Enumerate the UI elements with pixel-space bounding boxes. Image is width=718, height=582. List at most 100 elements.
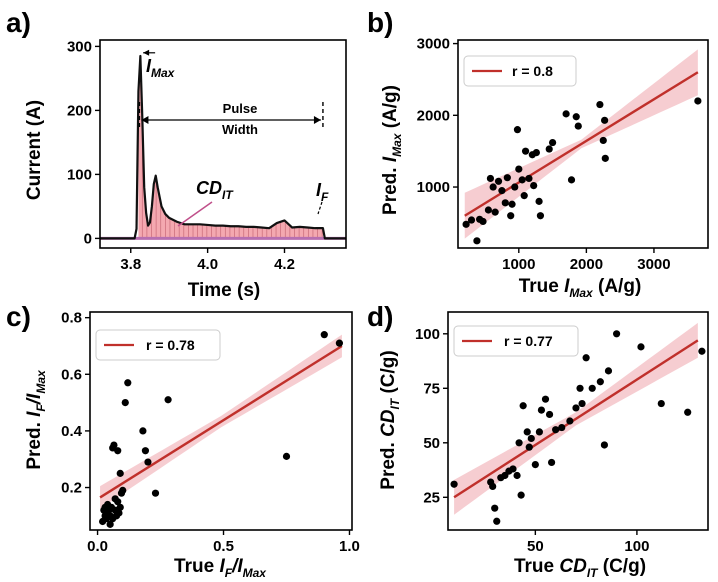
panel-b-data-point (503, 174, 511, 182)
d-ylabel-it: CD (378, 409, 399, 437)
panel-d-data-point (489, 482, 497, 490)
panel-a-xtick-label: 4.2 (274, 256, 295, 273)
panel-b-data-point (498, 187, 506, 195)
panel-a-ytick-label: 100 (67, 166, 92, 183)
panel-b-legend: r = 0.8 (463, 55, 577, 87)
panel-b-data-point (484, 206, 493, 214)
panel-c-data-point (164, 396, 172, 404)
imax-main: I (146, 56, 152, 76)
imax-sub: Max (151, 66, 176, 80)
panel-c: c) Pred. IF/IMax True IF/IMax 0.0 0.5 1.00… (6, 301, 360, 580)
panel-a-marks: 3.8 4.0 4.2 0 100 200 300 (67, 38, 346, 273)
panel-b-data-point (507, 212, 515, 220)
panel-b-data-point (535, 197, 543, 205)
panel-c-ytick-label: 0.8 (61, 310, 82, 327)
panel-b-marks: 1000 2000 3000 1000 2000 3000 (417, 36, 702, 273)
panel-c-data-point (320, 331, 328, 339)
cd-sub: IT (222, 188, 234, 202)
panel-d-data-point (576, 384, 584, 392)
panel-d-data-point (600, 441, 609, 449)
panel-a-xtick-label: 3.8 (120, 256, 141, 273)
panel-c-data-point (144, 458, 152, 466)
panel-c-legend-text: r = 0.78 (146, 337, 195, 353)
panel-a-ytick-label: 300 (67, 38, 92, 55)
panel-d-ylabel: Pred. CDIT (C/g) (378, 350, 402, 489)
panel-d-data-point (509, 465, 517, 473)
panel-b-data-point (501, 199, 509, 207)
panel-d-legend: r = 0.77 (453, 325, 579, 357)
panel-c-data-point (119, 486, 127, 494)
panel-a-label: a) (6, 7, 31, 38)
panel-d-legend-text: r = 0.77 (504, 333, 553, 349)
panel-b-data-point (572, 113, 580, 121)
panel-a-ytick-label: 0 (84, 230, 92, 247)
panel-b-ytick-label: 2000 (417, 107, 450, 124)
panel-d-data-point (537, 406, 546, 414)
panel-b-data-point (545, 145, 553, 153)
c-ylabel-sub: F (34, 404, 48, 412)
panel-b-data-point (513, 126, 522, 134)
panel-c-legend-box (95, 329, 221, 361)
panel-b-data-point (515, 165, 523, 173)
d-xlabel-it: CD (559, 556, 587, 577)
panel-d-data-point (515, 439, 523, 447)
panel-d-xtick-label: 50 (527, 538, 544, 555)
panel-c-data-point (121, 398, 129, 407)
panel-d-data-point (547, 458, 556, 467)
if-sub: F (321, 190, 329, 204)
panel-c-data-point (106, 520, 114, 528)
panel-c-data-point (115, 509, 123, 517)
panel-d-data-point (582, 354, 590, 362)
d-ylabel-main: Pred. (378, 437, 399, 490)
c-ylabel-main: Pred. (24, 417, 45, 470)
panel-b-data-point (601, 116, 609, 124)
panel-d-data-point (491, 504, 499, 512)
panel-b-legend-text: r = 0.8 (512, 63, 553, 79)
current-trace-line (100, 54, 346, 240)
panel-d-legend-box (453, 325, 579, 357)
panel-c-marks: 0.0 0.5 1.0 0.2 0.4 0.6 0.8 (61, 310, 360, 555)
panel-b-xtick-label: 1000 (502, 256, 535, 273)
imax-pointer-head (143, 49, 150, 56)
cd-pointer-line (177, 201, 213, 227)
panel-b-ytick-label: 3000 (417, 36, 450, 53)
panel-d-data-point (523, 428, 531, 436)
b-ylabel-main: Pred. (380, 162, 401, 215)
panel-d-data-point (588, 384, 596, 392)
panel-d-data-point (558, 423, 566, 432)
panel-d-data-point (552, 426, 560, 434)
panel-b-data-point (532, 149, 540, 157)
pulse-width-arrow-right (313, 116, 321, 124)
panel-b-data-point (518, 176, 526, 184)
panel-b-data-point (521, 147, 530, 155)
b-xlabel-sub: Max (569, 286, 594, 300)
panel-b-xtick-label: 2000 (570, 256, 603, 273)
panel-a-frame (99, 39, 347, 249)
panel-b-data-point (694, 97, 702, 105)
cd-annotation: CDIT (196, 178, 234, 202)
panel-d-data-point (519, 402, 527, 410)
panel-d-ytick-label: 75 (423, 380, 440, 397)
panel-b-data-point (494, 177, 503, 185)
pulse-area-fill (138, 56, 323, 239)
panel-d-data-point (525, 443, 533, 451)
panel-d-data-point (684, 408, 692, 416)
panel-d-xlabel: True CDIT (C/g) (514, 556, 646, 580)
panel-b-fit-line (464, 71, 699, 217)
panel-b-data-point (530, 182, 538, 190)
panel-c-ytick-label: 0.4 (61, 423, 83, 440)
panel-d-ytick-label: 25 (423, 489, 440, 506)
panel-d-data-point (545, 410, 554, 419)
imax-annotation: IMax (146, 56, 176, 80)
panel-c-xtick-label: 0.0 (87, 538, 108, 555)
panel-b-ylabel: Pred. IMax (A/g) (380, 85, 404, 215)
panel-d-frame (447, 311, 709, 531)
panel-c-ytick-label: 0.2 (61, 480, 82, 497)
panel-c-xlabel: True IF/IMax (174, 556, 267, 580)
panel-c-data-point (124, 379, 132, 387)
panel-d-data-point (578, 399, 586, 408)
b-xlabel-unit: (A/g) (593, 276, 642, 297)
c-ylabel-it: I (24, 411, 45, 417)
panel-b-data-point (574, 122, 582, 130)
panel-d-data-point (517, 491, 525, 499)
